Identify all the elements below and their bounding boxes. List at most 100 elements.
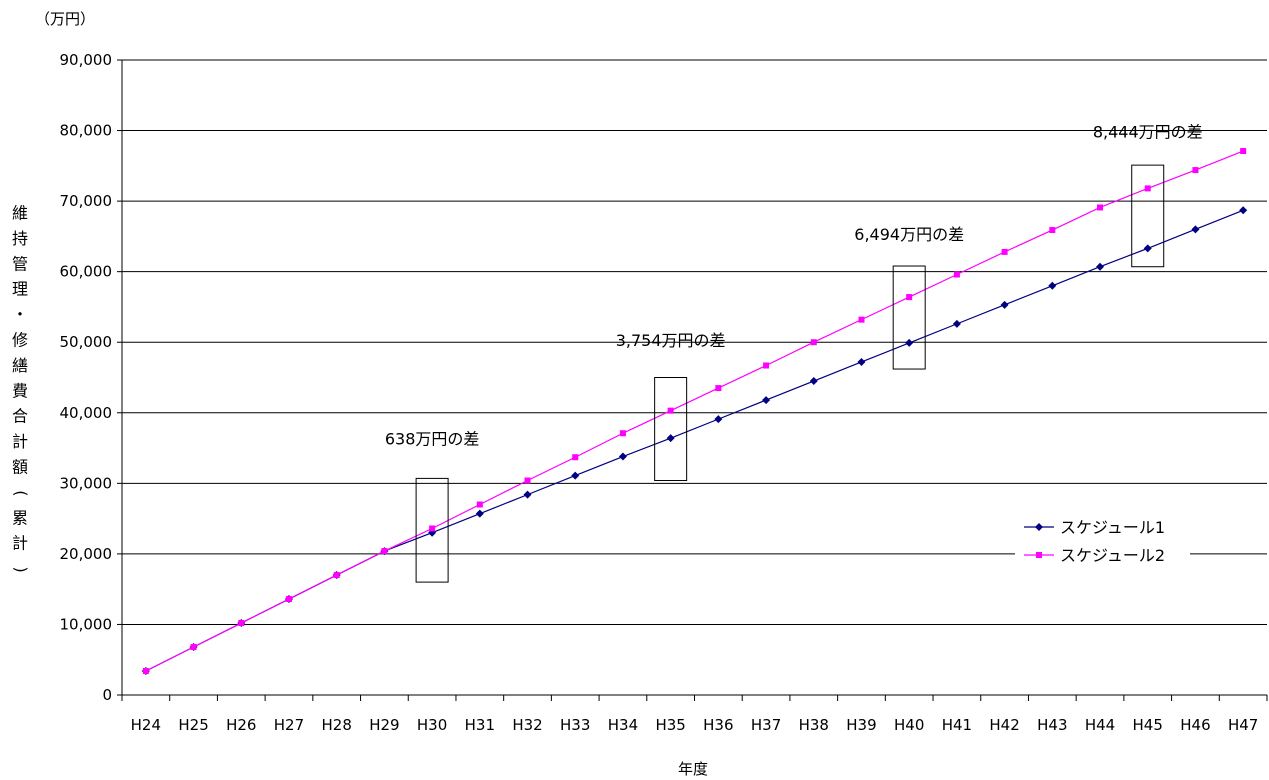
legend: スケジュール1 スケジュール2 (1015, 512, 1190, 570)
y-tick-label-20000: 20,000 (60, 545, 113, 563)
difference-annotations: 638万円の差 3,754万円の差 6,494万円の差 8,444万円の差 (385, 123, 1203, 583)
x-tick-label-H34: H34 (608, 716, 638, 734)
series-2-point (572, 454, 579, 461)
annotation-box-3 (892, 265, 926, 370)
y-axis-title-char: 持 (12, 229, 28, 248)
series-2-point (763, 362, 770, 369)
x-tick-label-H47: H47 (1228, 716, 1258, 734)
series-1-point (714, 415, 723, 424)
series-1-point (762, 396, 771, 405)
series-2-point (1192, 167, 1199, 174)
series-1-point (809, 377, 818, 386)
x-tick-label-H35: H35 (655, 716, 685, 734)
legend-background (1015, 512, 1190, 570)
series-1-point (1096, 262, 1105, 271)
series-2-point (238, 620, 245, 627)
annotation-box-1 (415, 477, 449, 583)
series-2-point (476, 501, 483, 508)
series-1-point (1143, 244, 1152, 253)
x-tick-label-H30: H30 (417, 716, 447, 734)
y-axis-title-char: 額 (12, 458, 28, 477)
series-2-point (429, 525, 436, 532)
x-tick-label-H28: H28 (322, 716, 352, 734)
series-1-point (523, 490, 532, 499)
x-tick-label-H44: H44 (1085, 716, 1115, 734)
series-2-point (715, 385, 722, 392)
x-tick-label-H39: H39 (846, 716, 876, 734)
y-tick-label-70000: 70,000 (60, 192, 113, 210)
series-2-point (333, 572, 340, 579)
y-axis-ticks: 0 10,000 20,000 30,000 40,000 50,000 60,000 70,… (60, 51, 122, 704)
y-tick-label-50000: 50,000 (60, 333, 113, 351)
legend-label-1: スケジュール1 (1060, 518, 1165, 537)
x-tick-label-H45: H45 (1133, 716, 1163, 734)
gridlines (122, 59, 1267, 625)
y-axis-title-char: 計 (12, 432, 28, 451)
x-tick-label-H37: H37 (751, 716, 781, 734)
series-2-point (953, 271, 960, 278)
y-tick-label-30000: 30,000 (60, 474, 113, 492)
annotation-label-4: 8,444万円の差 (1093, 123, 1203, 142)
x-axis-title: 年度 (678, 760, 708, 778)
x-tick-label-H40: H40 (894, 716, 924, 734)
x-tick-label-H29: H29 (369, 716, 399, 734)
series-1-point (857, 357, 866, 366)
y-axis-title-char: ・ (12, 305, 28, 324)
x-tick-label-H46: H46 (1180, 716, 1210, 734)
legend-label-2: スケジュール2 (1060, 546, 1165, 565)
x-tick-label-H24: H24 (131, 716, 161, 734)
series-lines (141, 148, 1248, 676)
series-1-point (1191, 225, 1200, 234)
y-axis-title-char: 費 (12, 381, 28, 400)
annotation-label-3: 6,494万円の差 (854, 225, 964, 244)
series-1-point (475, 509, 484, 518)
series-1-point (905, 338, 914, 347)
y-axis-title-char: 修 (12, 331, 28, 350)
y-tick-label-40000: 40,000 (60, 404, 113, 422)
y-axis-title-char: 管 (12, 254, 28, 273)
series-1-point (618, 452, 627, 461)
series-2-point (1001, 248, 1008, 255)
annotation-label-2: 3,754万円の差 (616, 331, 726, 350)
x-tick-label-H27: H27 (274, 716, 304, 734)
series-2-point (381, 548, 388, 555)
y-axis-title-char: 維 (12, 204, 28, 223)
y-axis-title-char: 累 (12, 508, 28, 527)
x-tick-label-H33: H33 (560, 716, 590, 734)
series-2-point (524, 477, 531, 484)
x-tick-label-H31: H31 (465, 716, 495, 734)
annotation-label-1: 638万円の差 (385, 430, 480, 449)
series-1-point (952, 319, 961, 328)
y-axis-title-char: ( (12, 490, 31, 496)
legend-marker-1 (1035, 523, 1043, 531)
series-2-point (810, 339, 817, 346)
series-2-point (142, 668, 149, 675)
x-tick-label-H38: H38 (799, 716, 829, 734)
series-2-point (190, 644, 197, 651)
y-tick-label-90000: 90,000 (60, 51, 113, 69)
y-axis-title-char: 合 (12, 407, 28, 426)
series-2-point (619, 430, 626, 437)
series-line-2 (145, 150, 1244, 672)
x-tick-label-H43: H43 (1037, 716, 1067, 734)
series-1-point (1000, 300, 1009, 309)
series-line-1 (145, 209, 1244, 672)
series-2-point (285, 596, 292, 603)
series-1-point (1239, 206, 1248, 215)
y-axis-title-char: 理 (12, 280, 28, 299)
annotation-box-4 (1131, 164, 1165, 268)
y-axis-title-char: 計 (12, 534, 28, 553)
legend-marker-2 (1036, 552, 1042, 558)
y-tick-label-0: 0 (102, 686, 112, 704)
series-1-point (666, 434, 675, 443)
y-axis-title-char: 繕 (12, 356, 28, 375)
series-2-point (906, 294, 913, 301)
series-2-point (1144, 185, 1151, 192)
series-2-point (1049, 227, 1056, 234)
x-tick-label-H25: H25 (178, 716, 208, 734)
x-tick-label-H41: H41 (942, 716, 972, 734)
series-2-point (667, 407, 674, 414)
x-tick-label-H42: H42 (989, 716, 1019, 734)
